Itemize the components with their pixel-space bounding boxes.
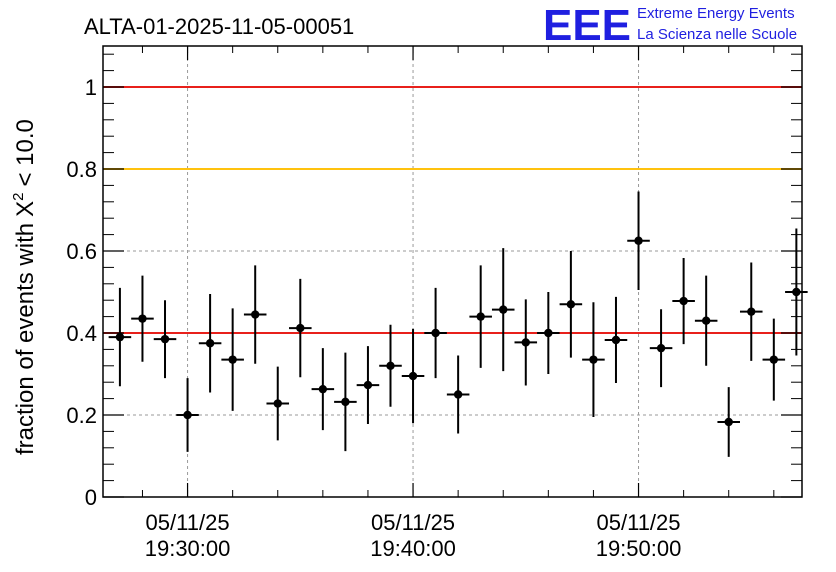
chart-title: ALTA-01-2025-11-05-00051 [84, 14, 354, 39]
data-point [582, 302, 605, 418]
point-marker [205, 339, 215, 348]
point-marker [499, 305, 508, 314]
data-point [424, 287, 447, 379]
y-tick-label: 0.8 [66, 157, 97, 182]
x-tick-date-label: 05/11/25 [146, 510, 230, 535]
y-axis-label-symbol: X [12, 201, 39, 217]
point-marker [386, 361, 395, 370]
point-marker [521, 338, 530, 347]
y-axis-label-exponent: 2 [10, 193, 27, 201]
tick-marks [103, 46, 802, 498]
point-marker [747, 307, 756, 316]
y-tick-label: 0.2 [66, 403, 97, 428]
data-point [153, 300, 177, 379]
point-marker [115, 332, 125, 342]
data-point [694, 275, 718, 366]
point-marker [273, 399, 282, 408]
point-marker [296, 323, 305, 333]
data-point [356, 346, 380, 425]
data-points [108, 191, 808, 457]
x-tick-time-label: 19:50:00 [596, 536, 682, 561]
point-marker [318, 384, 328, 394]
tick-labels: 00.20.40.60.8105/11/2519:30:0005/11/2519… [66, 75, 681, 561]
y-axis-label-prefix: fraction of events with [12, 223, 39, 455]
point-marker [341, 397, 350, 407]
point-marker [160, 334, 170, 344]
data-point [649, 309, 673, 388]
y-axis-label: fraction of events with X2 < 10.0 [10, 119, 39, 455]
data-point [131, 275, 154, 362]
point-marker [656, 343, 666, 353]
point-marker [138, 314, 147, 323]
data-point [176, 378, 199, 452]
point-marker [228, 355, 237, 364]
data-point [514, 299, 538, 386]
data-point [739, 262, 763, 361]
data-point [379, 324, 402, 407]
logo-line2: La Scienza nelle Scuole [637, 26, 797, 43]
x-tick-time-label: 19:40:00 [370, 536, 456, 561]
data-point [243, 265, 267, 364]
x-tick-date-label: 05/11/25 [597, 510, 681, 535]
point-marker [701, 316, 711, 325]
point-marker [679, 296, 688, 306]
point-marker [251, 310, 260, 319]
point-marker [611, 335, 621, 345]
data-point [672, 257, 695, 345]
y-tick-label: 0.4 [66, 321, 97, 346]
y-tick-label: 0.6 [66, 239, 97, 264]
point-marker [724, 417, 733, 427]
reference-lines [103, 86, 802, 334]
x-tick-date-label: 05/11/25 [371, 510, 455, 535]
eee-logo: EEE Extreme Energy Events La Scienza nel… [543, 1, 797, 50]
data-point [198, 294, 222, 393]
logo-mark: EEE [543, 1, 631, 50]
point-marker [566, 300, 576, 309]
data-point [311, 348, 335, 431]
data-point [221, 308, 244, 411]
data-point [469, 265, 492, 368]
point-marker [431, 328, 440, 338]
data-point [401, 328, 425, 424]
data-point [289, 278, 312, 378]
logo-line1: Extreme Energy Events [637, 5, 795, 22]
data-point [559, 251, 583, 358]
data-point [491, 248, 515, 372]
y-axis-label-suffix: < 10.0 [12, 119, 39, 186]
data-point [334, 352, 357, 452]
data-point [762, 318, 786, 401]
data-point [627, 191, 650, 290]
plot-frame [102, 45, 803, 498]
data-point [446, 355, 470, 434]
point-marker [183, 410, 192, 420]
data-point [604, 296, 628, 384]
point-marker [453, 390, 463, 399]
point-marker [769, 355, 779, 364]
data-point [108, 287, 132, 387]
point-marker [476, 312, 485, 321]
data-point [266, 366, 290, 441]
y-tick-label: 1 [85, 75, 97, 100]
x-tick-time-label: 19:30:00 [145, 536, 231, 561]
point-marker [408, 371, 418, 381]
point-marker [634, 236, 643, 245]
data-point [717, 387, 740, 457]
point-marker [792, 287, 801, 297]
data-point [537, 292, 560, 374]
point-marker [589, 355, 598, 364]
y-tick-label: 0 [85, 485, 97, 510]
point-marker [544, 328, 553, 338]
data-point [785, 228, 808, 356]
point-marker [363, 380, 373, 390]
